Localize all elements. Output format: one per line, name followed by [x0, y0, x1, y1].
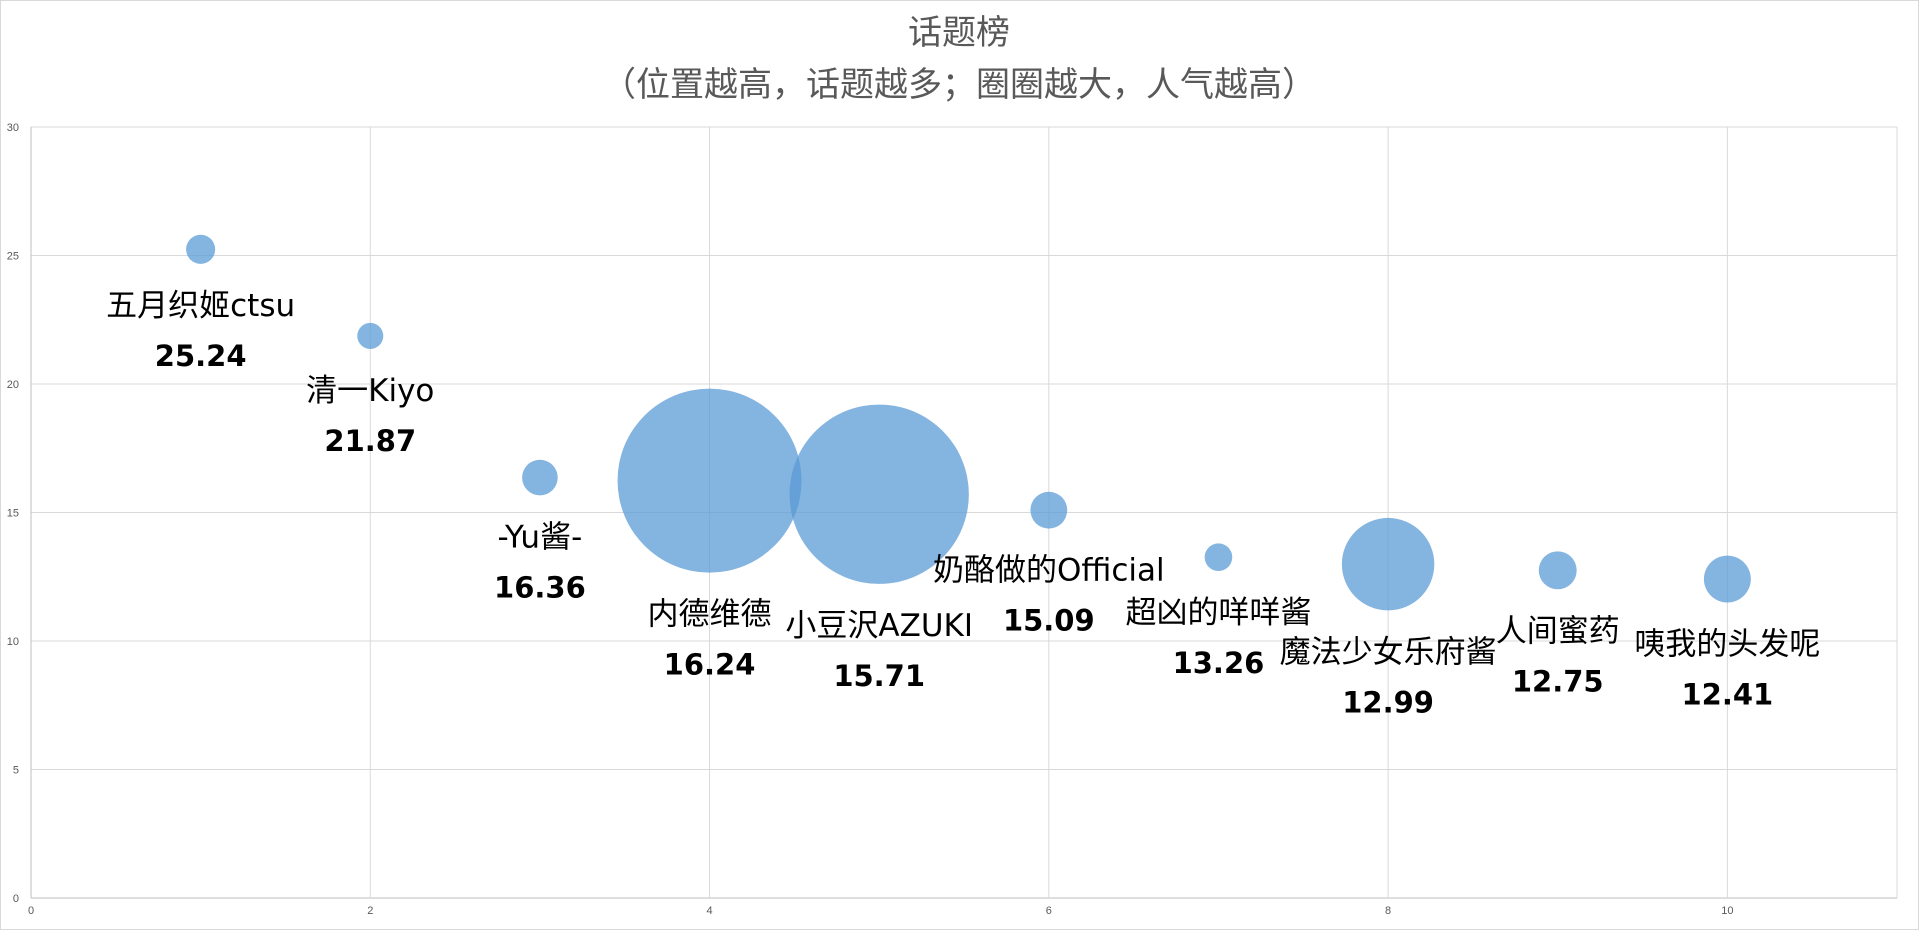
bubble	[1030, 491, 1068, 529]
data-label-value: 13.26	[1173, 646, 1265, 680]
bubble	[789, 404, 969, 584]
y-tick-label: 15	[7, 508, 19, 520]
chart-subtitle: （位置越高，话题越多；圈圈越大，人气越高）	[602, 65, 1316, 105]
data-labels: 五月织姬ctsu 25.24 清一Kiyo 21.87 -Yu酱- 16.36 内德维德 16…	[106, 288, 1820, 720]
x-tick-label: 8	[1385, 905, 1391, 917]
y-tick-label: 0	[13, 893, 19, 905]
bubble	[186, 234, 216, 264]
x-tick-label: 0	[28, 905, 34, 917]
data-label-name: 小豆沢AZUKI	[785, 608, 973, 644]
x-tick-label: 10	[1721, 905, 1733, 917]
data-label-value: 12.41	[1681, 678, 1773, 712]
data-label-value: 15.71	[833, 659, 925, 693]
data-label-value: 12.99	[1342, 685, 1434, 719]
y-tick-label: 10	[7, 636, 19, 648]
bubble	[1341, 517, 1435, 611]
x-tick-label: 2	[367, 905, 373, 917]
x-tick-label: 6	[1046, 905, 1052, 917]
data-label-name: 超凶的咩咩酱	[1125, 595, 1311, 631]
y-tick-label: 30	[7, 122, 19, 134]
data-label-name: 清一Kiyo	[306, 373, 434, 409]
data-label-name: 魔法少女乐府酱	[1280, 634, 1497, 670]
x-tick-label: 4	[706, 905, 712, 917]
bubble	[1703, 555, 1751, 603]
bubbles	[186, 234, 1751, 611]
bubble	[1538, 551, 1577, 590]
x-axis-ticks: 0 2 4 6 8 10	[28, 905, 1734, 917]
data-label-name: 奶酪做的Official	[933, 553, 1165, 589]
y-tick-label: 5	[13, 765, 19, 777]
y-tick-label: 25	[7, 251, 19, 263]
data-label-name: 人间蜜药	[1496, 613, 1620, 649]
data-label-value: 16.36	[494, 570, 586, 604]
data-label-value: 15.09	[1003, 604, 1095, 638]
chart-title: 话题榜	[908, 13, 1010, 53]
y-tick-label: 20	[7, 379, 19, 391]
data-label-name: 内德维德	[648, 597, 772, 633]
data-label-name: 五月织姬ctsu	[106, 288, 295, 324]
data-label-value: 12.75	[1512, 664, 1604, 698]
bubble	[617, 388, 802, 573]
data-label-name: 咦我的头发呢	[1634, 627, 1820, 663]
bubble	[1204, 543, 1233, 572]
data-label-value: 25.24	[155, 339, 247, 373]
y-axis-ticks: 0 5 10 15 20 25 30	[7, 122, 19, 905]
data-label-value: 16.24	[664, 648, 756, 682]
bubble	[357, 322, 384, 349]
bubble	[522, 459, 558, 496]
data-label-value: 21.87	[324, 424, 416, 458]
data-label-name: -Yu酱-	[498, 519, 583, 555]
